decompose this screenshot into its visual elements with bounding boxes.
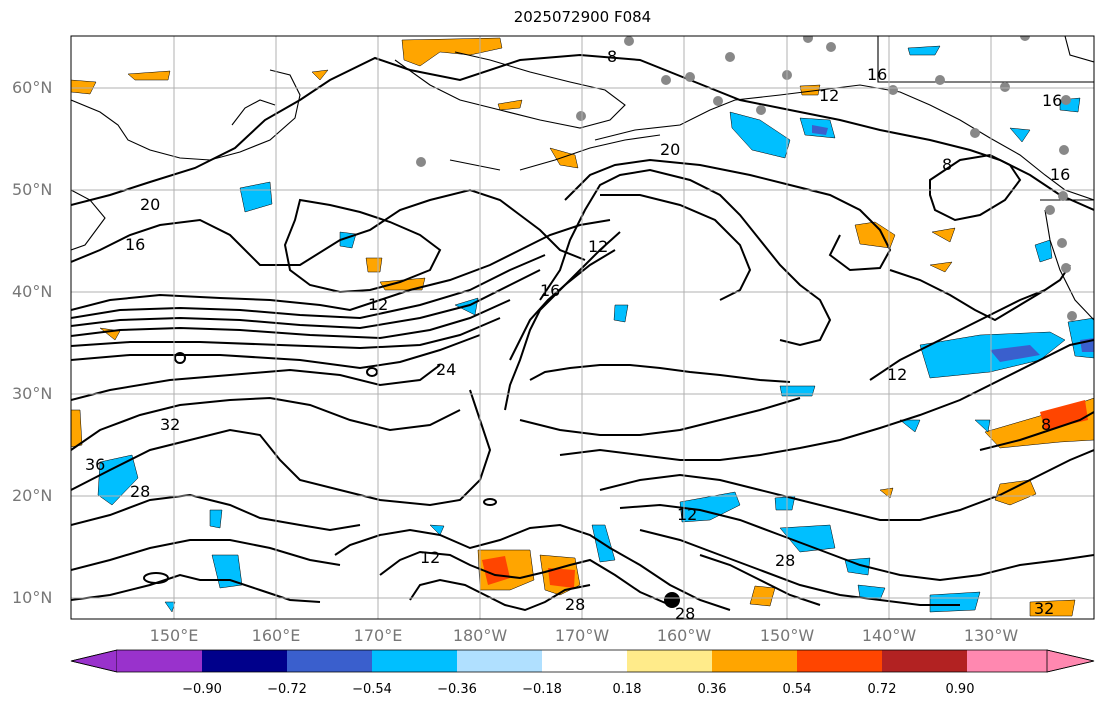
colorbar-bin	[117, 650, 202, 672]
contour-label: 16	[1042, 91, 1062, 110]
colorbar-bin	[287, 650, 372, 672]
lon-label: 130°W	[963, 626, 1019, 645]
lon-label: 160°E	[251, 626, 301, 645]
colorbar-tick: −0.36	[437, 682, 477, 697]
contour-label: 12	[677, 505, 697, 524]
lon-label: 170°W	[554, 626, 610, 645]
height-contours	[71, 53, 1094, 612]
contour-label: 12	[819, 86, 839, 105]
contour-label: 8	[1041, 415, 1051, 434]
lat-label: 50°N	[12, 180, 53, 199]
colorbar-tick: 0.90	[945, 682, 975, 697]
contour-label: 32	[160, 415, 180, 434]
storm-marker	[664, 592, 680, 608]
map-frame	[70, 35, 1095, 620]
contour-label: 12	[368, 295, 388, 314]
colorbar-tick: 0.72	[867, 682, 897, 697]
contour-label: 16	[540, 281, 560, 300]
lon-label: 170°E	[353, 626, 403, 645]
colorbar-bin	[627, 650, 712, 672]
contour-label: 20	[660, 140, 680, 159]
colorbar-over-arrow	[1046, 649, 1095, 673]
contour-label: 24	[436, 360, 456, 379]
contour-label: 28	[775, 551, 795, 570]
lon-label: 140°W	[861, 626, 917, 645]
contour-labels: 8 8 8 12 12 12 12 12 12 16 16 16 16 16 2…	[85, 47, 1070, 623]
contour-label: 28	[130, 482, 150, 501]
colorbar-bin	[712, 650, 797, 672]
colorbar-bin	[457, 650, 542, 672]
strong-positive-anomaly-areas	[482, 400, 1088, 588]
stronger-negative-anomaly-areas	[812, 125, 1094, 362]
lon-label: 150°W	[759, 626, 815, 645]
lon-label: 180°W	[452, 626, 508, 645]
colorbar-tick: −0.54	[352, 682, 392, 697]
lon-label: 160°W	[656, 626, 712, 645]
small-contours	[143, 352, 497, 584]
colorbar-tick: 0.36	[697, 682, 727, 697]
colorbar-bin	[967, 650, 1047, 672]
station-points	[416, 36, 1077, 321]
lat-label: 20°N	[12, 486, 53, 505]
contour-label: 12	[588, 237, 608, 256]
contour-label: 36	[85, 455, 105, 474]
lat-label: 30°N	[12, 384, 53, 403]
colorbar-bin	[542, 650, 627, 672]
colorbar-tick: 0.18	[612, 682, 642, 697]
negative-anomaly-areas	[97, 45, 1094, 613]
contour-label: 8	[942, 155, 952, 174]
lon-label: 150°E	[149, 626, 199, 645]
lat-label: 10°N	[12, 588, 53, 607]
graticule	[71, 36, 1094, 619]
contour-label: 32	[1034, 599, 1054, 618]
contour-label: 16	[867, 65, 887, 84]
contour-label: 12	[887, 365, 907, 384]
colorbar-tick: 0.54	[782, 682, 812, 697]
contour-label: 20	[140, 195, 160, 214]
colorbar-bin	[882, 650, 967, 672]
contour-label: 16	[125, 235, 145, 254]
colorbar-bin	[202, 650, 287, 672]
contour-label: 8	[607, 47, 617, 66]
colorbar-bin	[797, 650, 882, 672]
contour-label: 28	[675, 604, 695, 623]
contour-label: 28	[565, 595, 585, 614]
colorbar-tick: −0.72	[267, 682, 307, 697]
contour-label: 16	[1050, 165, 1070, 184]
colorbar-under-arrow	[70, 649, 118, 673]
colorbar	[70, 649, 1095, 673]
lat-label: 60°N	[12, 78, 53, 97]
colorbar-bin	[372, 650, 457, 672]
colorbar-outline	[70, 649, 1095, 673]
map-title: 2025072900 F084	[513, 8, 652, 26]
colorbar-tick: −0.18	[522, 682, 562, 697]
contour-label: 12	[420, 548, 440, 567]
coastlines	[71, 36, 1094, 321]
colorbar-tick: −0.90	[182, 682, 222, 697]
lat-label: 40°N	[12, 282, 53, 301]
